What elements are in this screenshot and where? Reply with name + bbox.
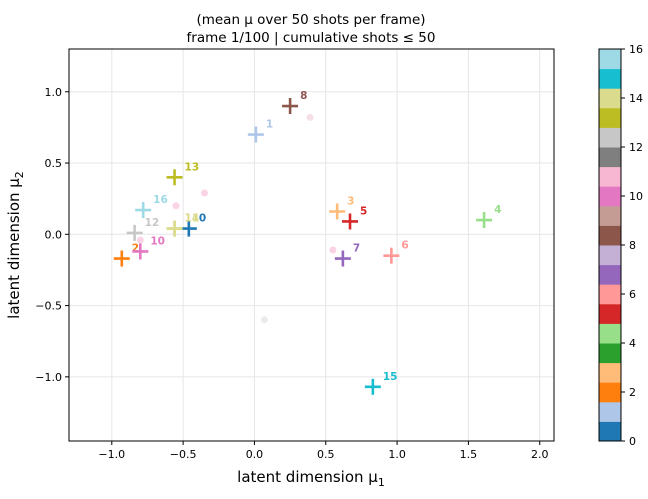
y-tick-label: −1.0	[35, 371, 62, 384]
colorbar-ticks: 0 2 4 6 8 10 12 14 16	[621, 43, 643, 448]
colorbar-segment	[599, 166, 621, 187]
y-axis-ticks: −1.0 −0.5 0.0 0.5 1.0	[35, 86, 69, 384]
y-tick-label: −0.5	[35, 300, 62, 313]
point-label: 10	[150, 235, 165, 247]
colorbar-segment	[599, 401, 621, 422]
colorbar-segment	[599, 49, 621, 70]
y-axis-label-text: latent dimension μ	[5, 178, 23, 319]
x-tick-label: 0.0	[246, 448, 264, 461]
colorbar-segment	[599, 186, 621, 207]
point-label: 15	[383, 371, 398, 383]
chart-title-line1: (mean μ over 50 shots per frame)	[196, 12, 425, 28]
point-7: 7	[334, 243, 360, 267]
point-label: 8	[300, 90, 307, 102]
point-label: 3	[347, 196, 354, 208]
faint-point	[260, 316, 268, 324]
faint-point	[306, 113, 314, 121]
point-12: 12	[126, 217, 160, 241]
point-label: 11	[185, 213, 200, 225]
point-10: 10	[132, 235, 165, 260]
point-4: 4	[476, 204, 501, 229]
colorbar-tick-label: 8	[629, 239, 636, 252]
colorbar-tick-label: 10	[629, 190, 643, 203]
point-label: 12	[145, 217, 160, 229]
point-label: 16	[153, 194, 168, 206]
point-label: 2	[132, 243, 139, 255]
point-label: 6	[401, 240, 408, 252]
colorbar-tick-label: 0	[629, 435, 636, 448]
plot-frame	[68, 48, 555, 442]
point-label: 1	[266, 119, 273, 131]
colorbar-segment	[599, 323, 621, 344]
colorbar-tick-label: 12	[629, 141, 643, 154]
point-8: 8	[282, 90, 307, 115]
point-14: 14	[166, 213, 200, 237]
x-tick-label: −1.0	[98, 448, 125, 461]
x-tick-label: 2.0	[531, 448, 549, 461]
point-label: 14	[185, 213, 200, 225]
point-label: 5	[360, 205, 367, 217]
colorbar-tick-label: 6	[629, 288, 636, 301]
y-tick-label: 0.5	[45, 157, 63, 170]
colorbar-segment	[599, 205, 621, 226]
point-1: 1	[247, 119, 273, 143]
point-3: 3	[329, 196, 354, 220]
colorbar-segment	[599, 421, 621, 442]
colorbar-segment	[599, 225, 621, 246]
y-axis-label-sub: 2	[13, 171, 26, 178]
faint-point	[329, 246, 337, 254]
x-axis-label-text: latent dimension μ	[237, 468, 378, 486]
x-tick-label: 0.5	[317, 448, 335, 461]
colorbar-segment	[599, 343, 621, 364]
y-tick-label: 0.0	[45, 228, 63, 241]
y-tick-label: 1.0	[45, 86, 63, 99]
x-tick-label: −0.5	[170, 448, 197, 461]
colorbar-tick-label: 14	[629, 92, 643, 105]
x-axis-ticks: −1.0 −0.5 0.0 0.5 1.0 1.5 2.0	[98, 441, 548, 461]
x-tick-label: 1.5	[460, 448, 478, 461]
colorbar-segment	[599, 107, 621, 128]
x-axis-label: latent dimension μ1	[237, 468, 385, 489]
x-tick-label: 1.0	[388, 448, 406, 461]
colorbar-tick-label: 4	[629, 337, 636, 350]
point-13: 13	[166, 161, 200, 186]
colorbar-segment	[599, 264, 621, 285]
point-label: 0	[199, 213, 206, 225]
x-axis-label-sub: 1	[378, 476, 385, 489]
colorbar-segment	[599, 88, 621, 109]
grid-lines	[69, 49, 554, 441]
point-label: 13	[185, 161, 200, 173]
colorbar-segment	[599, 382, 621, 403]
colorbar-segment	[599, 127, 621, 148]
colorbar-segment	[599, 284, 621, 305]
faint-points	[136, 113, 337, 324]
point-0: 0	[180, 213, 206, 237]
faint-point	[201, 189, 209, 197]
point-2: 2	[113, 243, 139, 267]
point-label: 4	[494, 204, 501, 216]
colorbar-segment	[599, 245, 621, 266]
point-label: 7	[353, 243, 360, 255]
point-15: 15	[364, 371, 398, 395]
colorbar-segment	[599, 362, 621, 383]
faint-point	[136, 236, 144, 244]
colorbar-tick-label: 16	[629, 43, 643, 56]
colorbar-segment	[599, 68, 621, 89]
point-5: 5	[342, 205, 367, 230]
faint-point	[172, 202, 180, 210]
colorbar-tick-label: 2	[629, 386, 636, 399]
point-16: 16	[135, 194, 168, 219]
chart-title-line2: frame 1/100 | cumulative shots ≤ 50	[187, 30, 436, 46]
colorbar-segment	[599, 303, 621, 324]
colorbar	[599, 49, 621, 442]
colorbar-segment	[599, 147, 621, 168]
y-axis-label: latent dimension μ2	[5, 171, 26, 319]
point-6: 6	[383, 240, 409, 264]
